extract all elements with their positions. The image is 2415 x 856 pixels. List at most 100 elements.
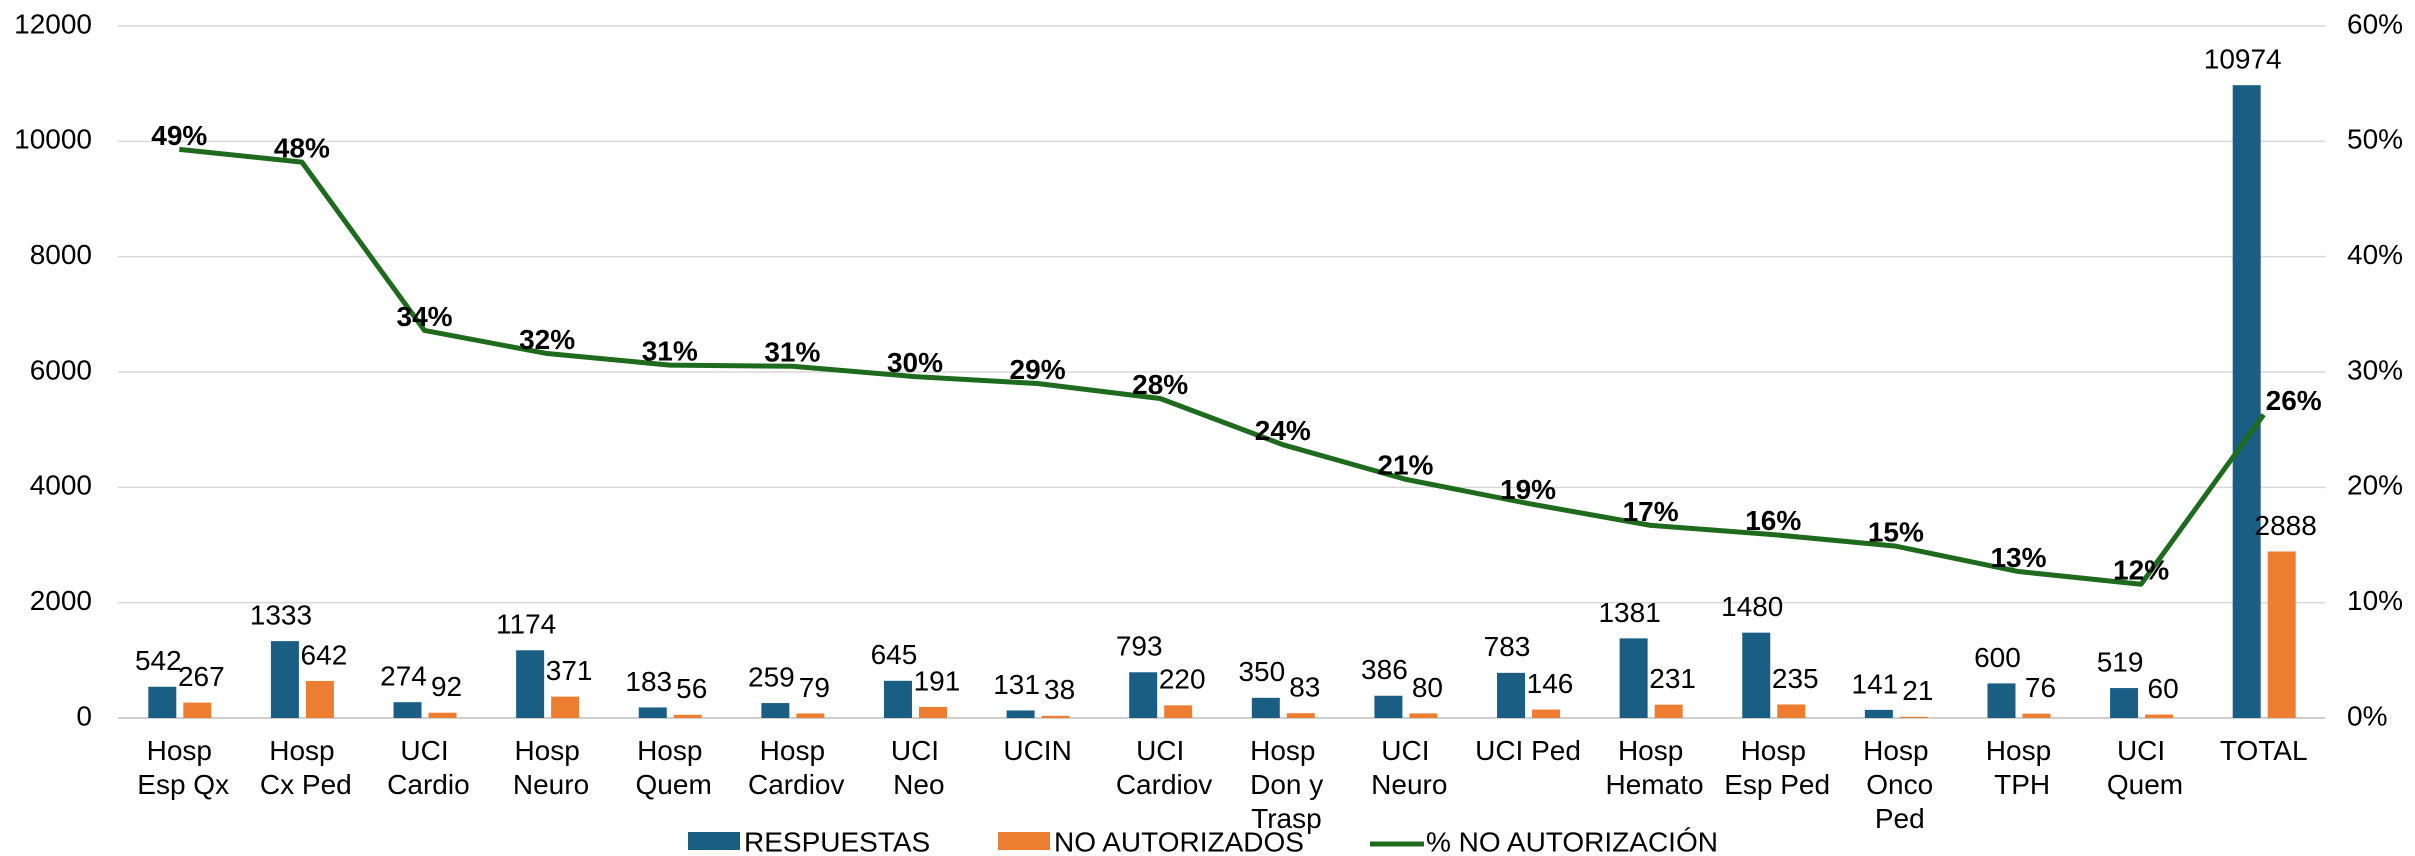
bar-value-label: 235 — [1772, 663, 1819, 694]
x-tick-label: Hosp Quem — [628, 735, 712, 800]
bar — [761, 703, 790, 718]
x-tick-label: Hosp Cx Ped — [252, 735, 352, 800]
bar-value-label: 220 — [1159, 664, 1206, 695]
bar — [1987, 683, 2016, 718]
bar — [2232, 85, 2261, 718]
bar — [638, 707, 667, 718]
line-value-label: 29% — [1010, 354, 1066, 385]
bar-value-label: 183 — [625, 666, 672, 697]
bar — [393, 702, 422, 718]
bar-value-label: 1174 — [496, 609, 556, 640]
line-value-label: 48% — [274, 132, 330, 163]
bar — [2267, 551, 2296, 718]
bar — [428, 712, 457, 718]
line-value-label: 17% — [1623, 496, 1679, 527]
bar — [883, 680, 912, 718]
x-tick-label: Hosp Esp Ped — [1716, 735, 1830, 800]
bar-value-label: 519 — [2097, 646, 2144, 677]
bar-value-label: 83 — [1289, 672, 1320, 703]
y-tick-label: 10000 — [14, 124, 92, 155]
y2-tick-label: 50% — [2347, 124, 2403, 155]
bar — [2022, 713, 2051, 718]
line-value-label: 34% — [397, 301, 453, 332]
line-value-label: 19% — [1500, 474, 1556, 505]
bar-value-label: 141 — [1852, 668, 1899, 699]
bar — [1864, 709, 1893, 718]
x-tick-label: Hosp Neuro — [505, 735, 589, 800]
x-tick-label: TOTAL — [2220, 735, 2308, 766]
y2-tick-label: 10% — [2347, 585, 2403, 616]
line-value-label: 13% — [1990, 542, 2046, 573]
y-tick-label: 0 — [76, 700, 92, 731]
bar — [1742, 632, 1771, 718]
bar — [551, 696, 580, 718]
x-tick-label: UCI Cardiov — [1108, 735, 1212, 800]
x-tick-label: Hosp Onco Ped — [1859, 735, 1934, 834]
line-value-label: 30% — [887, 347, 943, 378]
bar — [183, 702, 212, 718]
bar — [270, 641, 299, 718]
bar — [1619, 638, 1648, 718]
line-value-label: 32% — [519, 324, 575, 355]
bar-value-label: 645 — [871, 639, 918, 670]
bar-value-label: 60 — [2148, 673, 2179, 704]
bar-value-label: 371 — [546, 655, 593, 686]
line-value-label: 31% — [764, 337, 820, 368]
bar-value-label: 76 — [2025, 672, 2056, 703]
legend-swatch — [998, 832, 1050, 850]
bar — [796, 713, 825, 718]
line — [179, 146, 2266, 587]
bar — [673, 714, 702, 718]
x-tick-label: UCI Neo — [885, 735, 944, 800]
bar — [1251, 697, 1280, 718]
bar — [1129, 672, 1158, 718]
bar-value-label: 793 — [1116, 631, 1163, 662]
x-tick-label: Hosp Cardiov — [740, 735, 844, 800]
bar-value-label: 642 — [301, 639, 348, 670]
bar-value-label: 1333 — [250, 600, 312, 631]
bar-value-label: 2888 — [2255, 510, 2317, 541]
y-tick-label: 6000 — [30, 354, 92, 385]
legend-swatch — [688, 832, 740, 850]
bar — [516, 650, 545, 718]
line-value-label: 26% — [2266, 385, 2322, 416]
bar-value-label: 1381 — [1598, 597, 1660, 628]
bar — [1654, 704, 1683, 718]
bar-value-label: 386 — [1361, 654, 1408, 685]
y2-tick-label: 30% — [2347, 354, 2403, 385]
line-value-label: 31% — [642, 335, 698, 366]
y-tick-label: 8000 — [30, 239, 92, 270]
line-value-label: 28% — [1132, 369, 1188, 400]
bar-value-label: 191 — [914, 665, 961, 696]
y-tick-label: 2000 — [30, 585, 92, 616]
bar-value-label: 600 — [1974, 642, 2021, 673]
bar-value-label: 267 — [178, 661, 225, 692]
bar-value-label: 231 — [1649, 663, 1696, 694]
x-tick-label: UCI Ped — [1475, 735, 1581, 766]
bar — [1777, 704, 1806, 718]
bar — [2110, 688, 2139, 718]
y2-tick-label: 0% — [2347, 700, 2387, 731]
x-tick-label: UCIN — [1003, 735, 1071, 766]
bar-value-label: 350 — [1238, 656, 1285, 687]
y2-tick-label: 40% — [2347, 239, 2403, 270]
bar — [1006, 710, 1035, 718]
bar-value-label: 542 — [135, 645, 182, 676]
y-tick-label: 4000 — [30, 470, 92, 501]
legend-label: RESPUESTAS — [744, 826, 930, 856]
x-tick-label: Hosp TPH — [1986, 735, 2051, 800]
bar — [1374, 695, 1403, 718]
line-value-label: 49% — [151, 120, 207, 151]
line-value-label: 15% — [1868, 517, 1924, 548]
legend-label: NO AUTORIZADOS — [1054, 826, 1304, 856]
bar — [2145, 714, 2174, 718]
legend-label: % NO AUTORIZACIÓN — [1426, 826, 1718, 856]
bar — [1497, 672, 1526, 718]
bar-value-label: 56 — [676, 673, 707, 704]
x-tick-label: UCI Cardio — [379, 735, 469, 800]
bar-value-label: 79 — [799, 672, 830, 703]
bar-value-label: 21 — [1902, 675, 1933, 706]
x-tick-label: UCI Neuro — [1363, 735, 1447, 800]
bar — [1286, 713, 1315, 718]
line-value-label: 12% — [2113, 555, 2169, 586]
